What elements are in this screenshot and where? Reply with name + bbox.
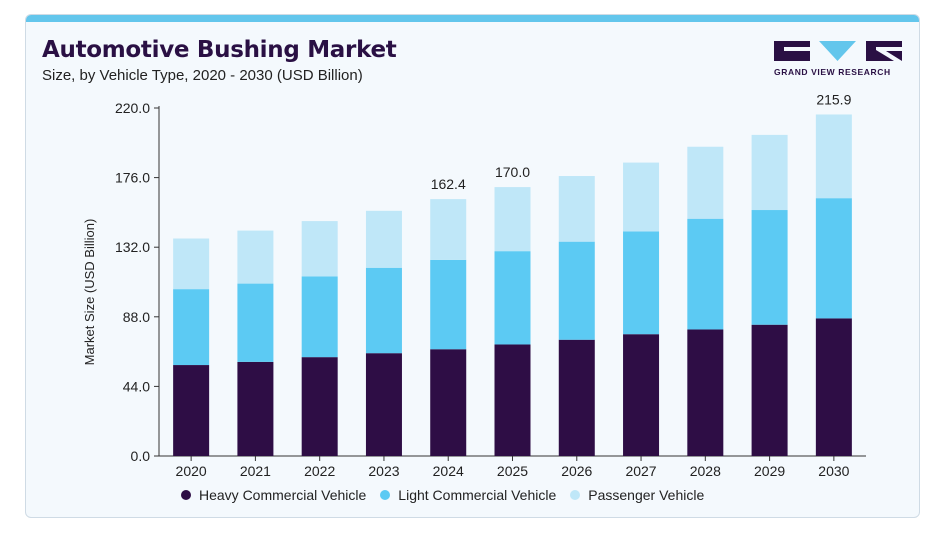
bar-2020-passenger-vehicle	[173, 238, 210, 290]
bar-2023-passenger-vehicle	[365, 210, 402, 268]
bar-2028-heavy-commercial-vehicle	[687, 329, 724, 456]
chart-title: Automotive Bushing Market	[42, 37, 397, 63]
bar-2029-heavy-commercial-vehicle	[751, 324, 788, 456]
bar-2027-light-commercial-vehicle	[623, 231, 660, 335]
bar-2021-heavy-commercial-vehicle	[237, 361, 274, 456]
bar-2022-passenger-vehicle	[301, 221, 338, 277]
bar-2023-light-commercial-vehicle	[365, 267, 402, 354]
legend-swatch	[181, 490, 191, 500]
bar-2021-light-commercial-vehicle	[237, 283, 274, 362]
bar-2024-passenger-vehicle	[430, 199, 467, 260]
chart-card: Automotive Bushing Market Size, by Vehic…	[25, 14, 920, 518]
bar-2024-light-commercial-vehicle	[430, 259, 467, 350]
legend-label: Light Commercial Vehicle	[398, 487, 557, 503]
y-tick-label: 44.0	[123, 378, 150, 394]
y-tick-label: 132.0	[115, 239, 150, 255]
bar-2021-passenger-vehicle	[237, 230, 274, 284]
y-axis-label: Market Size (USD Billion)	[82, 219, 97, 366]
x-tick-label: 2024	[433, 463, 464, 479]
bar-2020-light-commercial-vehicle	[173, 289, 210, 366]
x-tick-label: 2025	[497, 463, 528, 479]
x-tick-label: 2029	[754, 463, 785, 479]
bar-2029-passenger-vehicle	[751, 134, 788, 211]
x-tick-label: 2021	[240, 463, 271, 479]
y-tick-label: 88.0	[123, 309, 150, 325]
x-tick-label: 2026	[561, 463, 592, 479]
bar-2028-passenger-vehicle	[687, 146, 724, 219]
legend-item: Light Commercial Vehicle	[380, 487, 556, 503]
y-tick-label: 176.0	[115, 170, 150, 186]
bar-2027-heavy-commercial-vehicle	[623, 334, 660, 456]
bar-2020-heavy-commercial-vehicle	[173, 365, 210, 456]
y-tick-label: 0.0	[131, 448, 151, 464]
bar-2028-light-commercial-vehicle	[687, 218, 724, 330]
bar-2026-light-commercial-vehicle	[558, 241, 595, 340]
legend-swatch	[380, 490, 391, 500]
data-label: 162.4	[431, 176, 466, 192]
accent-bar	[26, 15, 919, 22]
bar-2026-passenger-vehicle	[558, 176, 595, 242]
bar-2022-light-commercial-vehicle	[301, 276, 338, 358]
x-tick-label: 2023	[368, 463, 399, 479]
bar-2027-passenger-vehicle	[623, 162, 660, 232]
data-label: 215.9	[816, 91, 851, 107]
legend-item: Passenger Vehicle	[570, 487, 704, 503]
bar-2024-heavy-commercial-vehicle	[430, 349, 467, 456]
data-label: 170.0	[495, 164, 530, 180]
bar-2025-heavy-commercial-vehicle	[494, 344, 531, 456]
bar-2023-heavy-commercial-vehicle	[365, 353, 402, 456]
y-tick-label: 220.0	[115, 100, 150, 116]
x-tick-label: 2028	[690, 463, 721, 479]
legend-label: Heavy Commercial Vehicle	[199, 487, 367, 503]
logo-text: GRAND VIEW RESEARCH	[774, 67, 891, 77]
x-tick-label: 2027	[625, 463, 656, 479]
chart-subtitle: Size, by Vehicle Type, 2020 - 2030 (USD …	[42, 67, 363, 84]
bar-2029-light-commercial-vehicle	[751, 210, 788, 325]
bar-2022-heavy-commercial-vehicle	[301, 357, 338, 456]
grand-view-research-logo: GRAND VIEW RESEARCH	[774, 39, 902, 79]
bar-2030-light-commercial-vehicle	[815, 198, 852, 319]
x-tick-label: 2030	[818, 463, 849, 479]
legend-item: Heavy Commercial Vehicle	[181, 487, 366, 503]
legend-label: Passenger Vehicle	[588, 487, 705, 503]
legend-swatch	[570, 490, 581, 500]
bar-2025-light-commercial-vehicle	[494, 251, 531, 345]
logo-mark-icon	[774, 41, 902, 61]
bar-2026-heavy-commercial-vehicle	[558, 339, 595, 456]
x-tick-label: 2022	[304, 463, 335, 479]
bar-2030-passenger-vehicle	[815, 114, 852, 199]
chart-legend: Heavy Commercial Vehicle Light Commercial…	[181, 487, 718, 503]
x-tick-label: 2020	[176, 463, 207, 479]
bar-2025-passenger-vehicle	[494, 187, 531, 252]
stacked-bar-chart: 0.0 44.0 88.0 132.0 176.0 220.0 Market Size (U…	[82, 91, 866, 479]
bar-2030-heavy-commercial-vehicle	[815, 318, 852, 456]
